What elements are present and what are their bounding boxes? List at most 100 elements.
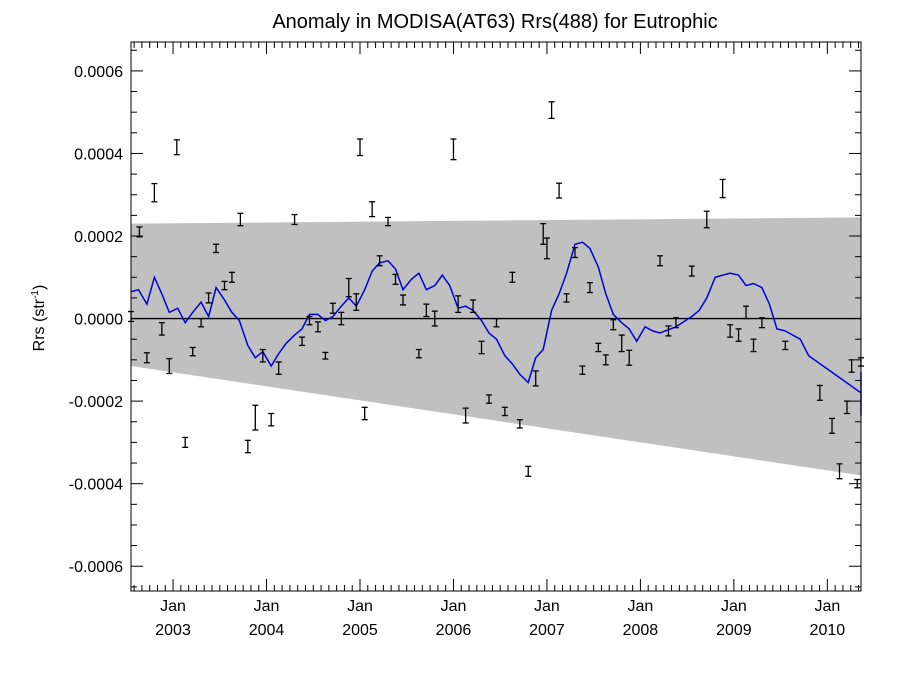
- y-tick-label: 0.0004: [74, 146, 123, 163]
- error-bar: [455, 295, 462, 314]
- error-bar: [189, 346, 196, 357]
- error-bar: [392, 273, 399, 285]
- error-bar: [158, 322, 165, 336]
- x-tick-month-label: Jan: [814, 598, 840, 615]
- error-bar: [306, 315, 313, 326]
- error-bar: [198, 317, 205, 328]
- error-bar: [829, 417, 836, 434]
- error-bar: [450, 138, 457, 161]
- error-bar: [369, 201, 376, 218]
- error-bar: [385, 216, 392, 227]
- error-bar: [143, 352, 150, 364]
- error-bar: [322, 351, 329, 360]
- error-bar: [618, 334, 625, 353]
- x-axis: Jan 2003 Jan 2004 Jan 2005 Jan 2006 Jan 2007 Jan 20…: [133, 42, 860, 639]
- error-bar: [291, 213, 298, 226]
- error-bar: [173, 139, 180, 156]
- error-bar: [268, 412, 275, 427]
- error-bar: [782, 340, 789, 351]
- error-bar: [259, 348, 266, 363]
- x-tick-year-label: 2007: [529, 622, 565, 639]
- error-bar: [836, 463, 843, 480]
- x-tick-month-label: Jan: [534, 598, 560, 615]
- y-axis-label-close: ): [31, 285, 48, 290]
- error-bar: [415, 348, 422, 359]
- x-tick-year-label: 2006: [436, 622, 472, 639]
- x-tick-year-label: 2003: [155, 622, 191, 639]
- error-bar: [595, 342, 602, 353]
- error-bar: [556, 182, 563, 199]
- y-axis: 0.0006 0.0004 0.0002 0.0000 -0.0002 -0.0004 -0…: [69, 49, 861, 588]
- error-bar: [579, 365, 586, 375]
- y-tick-label: 0.0006: [74, 64, 123, 81]
- y-axis-label-sup: -1: [30, 290, 41, 299]
- y-tick-label: -0.0002: [69, 394, 123, 411]
- error-bar: [501, 406, 508, 417]
- error-bar: [314, 321, 321, 333]
- error-bar: [548, 101, 555, 120]
- error-bar: [485, 394, 492, 404]
- error-bar: [205, 292, 212, 304]
- y-tick-label: -0.0004: [69, 477, 123, 494]
- y-tick-label: 0.0000: [74, 312, 123, 329]
- error-bar: [743, 305, 750, 320]
- error-bar: [462, 407, 469, 424]
- x-tick-month-label: Jan: [628, 598, 654, 615]
- error-bar: [275, 361, 282, 375]
- error-bar: [338, 311, 345, 326]
- error-bar: [758, 317, 765, 329]
- x-tick-year-label: 2005: [342, 622, 378, 639]
- y-tick-label: 0.0002: [74, 229, 123, 246]
- error-bar: [252, 404, 259, 431]
- error-bar: [136, 226, 143, 238]
- error-bar: [376, 255, 383, 267]
- error-bar: [361, 406, 368, 421]
- error-bar: [750, 338, 757, 353]
- error-bar: [399, 294, 406, 306]
- error-bar: [703, 210, 710, 229]
- error-bar: [525, 465, 532, 477]
- plot-area: [128, 41, 864, 592]
- error-bar: [151, 182, 158, 203]
- error-bar: [509, 271, 516, 283]
- x-tick-month-label: Jan: [721, 598, 747, 615]
- x-tick-month-label: Jan: [347, 598, 373, 615]
- x-tick-year-label: 2009: [716, 622, 752, 639]
- error-bar: [543, 237, 550, 260]
- smoothed-anomaly-line: [130, 241, 862, 416]
- error-bar: [540, 222, 547, 245]
- x-tick-month-label: Jan: [441, 598, 467, 615]
- error-bar: [672, 317, 679, 329]
- error-bar: [610, 319, 617, 331]
- error-bar: [735, 328, 742, 342]
- error-bar: [423, 303, 430, 318]
- error-bar: [182, 436, 189, 449]
- y-axis-label: Rrs (str-1): [30, 285, 48, 352]
- error-bar: [665, 325, 672, 337]
- error-bar: [244, 439, 251, 454]
- confidence-band: [131, 217, 861, 476]
- error-bar: [848, 359, 855, 373]
- error-bar: [470, 299, 477, 314]
- error-bar: [571, 246, 578, 259]
- error-bar: [228, 271, 235, 283]
- error-bar: [431, 310, 438, 327]
- error-bar: [626, 349, 633, 366]
- error-bar: [357, 138, 364, 157]
- error-bar: [602, 354, 609, 366]
- error-bar: [563, 293, 570, 303]
- error-bar: [478, 340, 485, 355]
- error-bar: [329, 302, 336, 314]
- error-bar: [727, 324, 734, 338]
- error-bar: [843, 400, 850, 415]
- error-bar: [516, 419, 523, 429]
- x-tick-year-label: 2004: [249, 622, 285, 639]
- error-bar: [166, 357, 173, 375]
- error-bar: [237, 212, 244, 227]
- plot-frame: [130, 41, 862, 592]
- error-bar: [688, 265, 695, 277]
- error-bar: [532, 370, 539, 387]
- y-axis-label-main: Rrs (str: [31, 298, 48, 351]
- error-bar: [213, 243, 220, 254]
